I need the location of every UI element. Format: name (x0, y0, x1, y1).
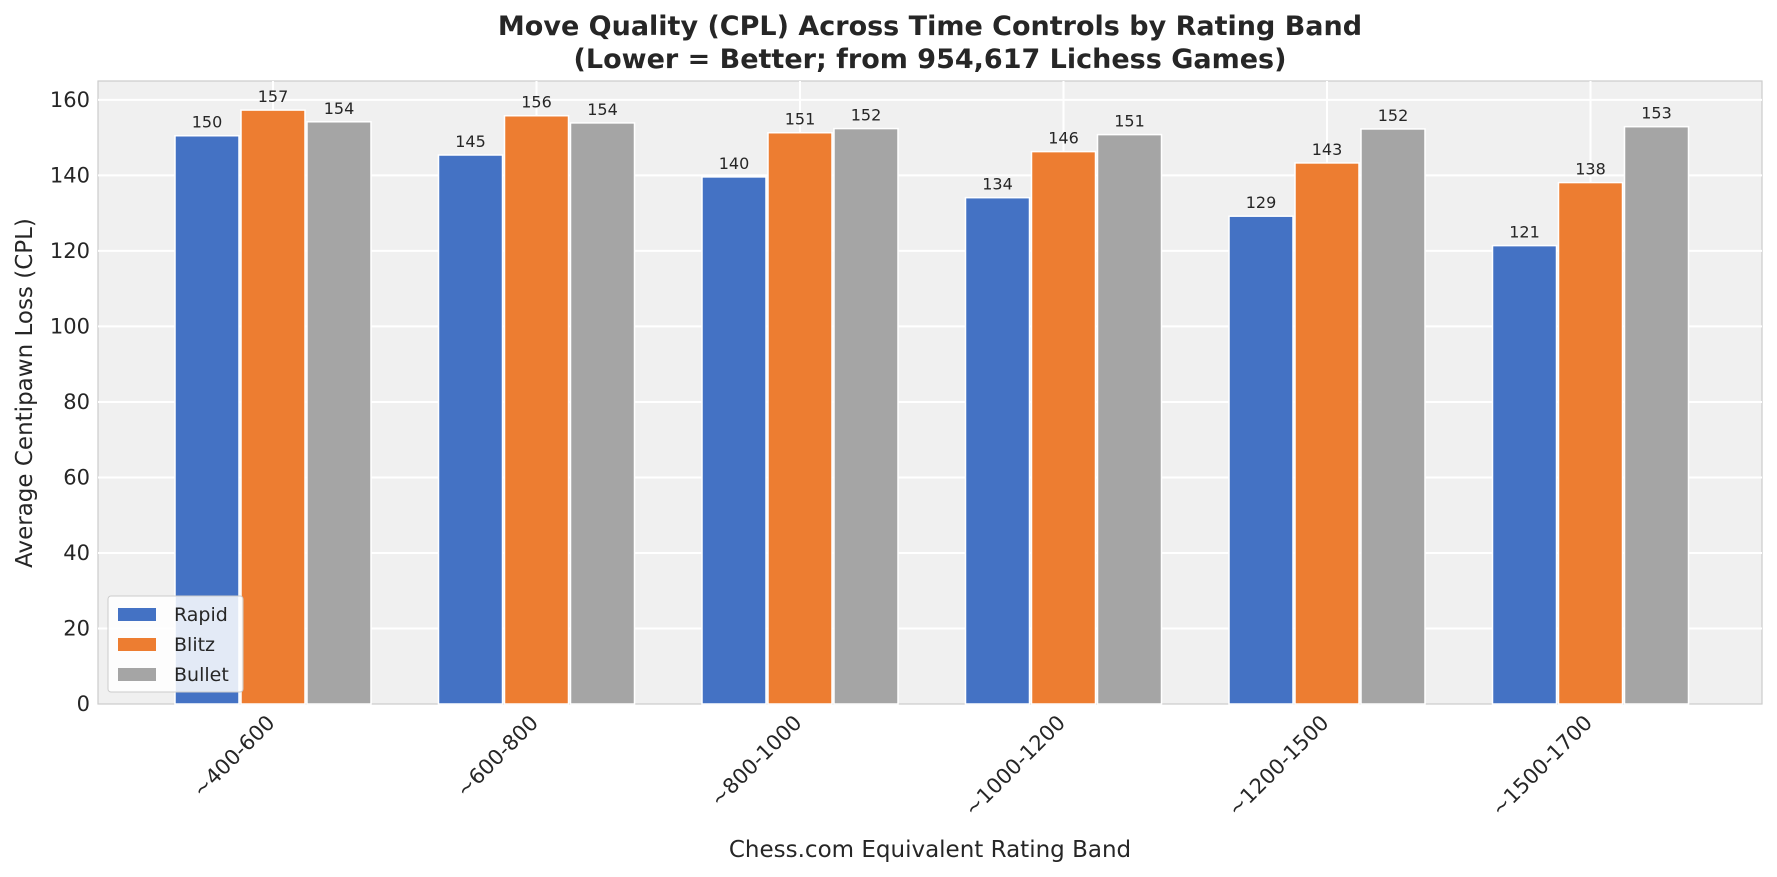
x-tick-label: ~1000-1200 (960, 711, 1070, 821)
x-tick-label: ~600-800 (452, 711, 543, 802)
bar-bullet (833, 127, 899, 705)
bar-value-label: 121 (1509, 223, 1540, 242)
legend-swatch-rapid (118, 608, 156, 621)
bar-value-label: 146 (1048, 129, 1079, 148)
bar-blitz (1557, 181, 1624, 705)
y-tick-label: 140 (50, 163, 90, 187)
bar-value-label: 154 (587, 100, 618, 119)
chart-title-line2: (Lower = Better; from 954,617 Lichess Ga… (574, 44, 1287, 75)
y-tick-label: 80 (63, 390, 90, 414)
x-tick-label: ~1500-1700 (1487, 711, 1597, 821)
y-tick-label: 40 (63, 541, 90, 565)
chart-title-line1: Move Quality (CPL) Across Time Controls … (498, 11, 1362, 42)
y-tick-label: 20 (63, 616, 90, 640)
bar-blitz (503, 114, 570, 705)
legend-label-blitz: Blitz (174, 634, 215, 656)
x-axis-label: Chess.com Equivalent Rating Band (729, 837, 1131, 863)
bar-bullet (1360, 128, 1426, 705)
legend-swatch-blitz (118, 638, 156, 651)
bar-blitz (240, 109, 306, 705)
bar-value-label: 154 (324, 99, 355, 118)
bar-rapid (701, 176, 767, 705)
bar-rapid (1491, 244, 1558, 705)
bars-group (174, 109, 1690, 705)
y-axis-label: Average Centipawn Loss (CPL) (12, 218, 38, 568)
bar-rapid (437, 154, 504, 705)
bar-value-label: 138 (1575, 160, 1606, 179)
bar-value-label: 129 (1246, 193, 1277, 212)
bar-value-label: 152 (1378, 106, 1409, 125)
x-axis-ticks: ~400-600 ~600-800 ~800-1000 ~1000-1200 ~1200… (188, 711, 1597, 821)
x-tick-label: ~400-600 (188, 711, 279, 802)
y-tick-label: 0 (77, 692, 90, 716)
bar-bullet (306, 121, 372, 705)
bar-value-label: 150 (192, 113, 223, 132)
bar-value-label: 157 (258, 87, 289, 106)
bar-bullet (569, 122, 636, 705)
legend-swatch-bullet (118, 668, 156, 681)
bar-value-label: 153 (1641, 104, 1672, 123)
y-tick-label: 160 (50, 88, 90, 112)
y-tick-label: 120 (50, 239, 90, 263)
bar-value-label: 145 (455, 132, 486, 151)
bar-rapid (1228, 215, 1294, 705)
bar-bullet (1096, 133, 1163, 705)
bar-value-label: 151 (1114, 112, 1145, 131)
bar-value-label: 151 (785, 110, 816, 129)
bar-blitz (1030, 150, 1097, 705)
legend-label-rapid: Rapid (174, 604, 228, 626)
bar-value-label: 152 (851, 106, 882, 125)
bar-blitz (1294, 162, 1360, 705)
legend: Rapid Blitz Bullet (107, 595, 244, 693)
legend-label-bullet: Bullet (174, 664, 229, 686)
y-axis-ticks: 0 20 40 60 80 100 120 140 160 (50, 88, 90, 716)
y-tick-label: 60 (63, 465, 90, 489)
bar-bullet (1623, 125, 1690, 705)
x-tick-label: ~800-1000 (706, 711, 807, 812)
bar-rapid (964, 196, 1031, 705)
bar-value-label: 134 (982, 175, 1013, 194)
bar-value-label: 143 (1312, 140, 1343, 159)
plot-area (97, 80, 1763, 705)
data-labels-group: 150 145 140 134 129 121 157 156 151 146 143 138 154 1… (192, 87, 1672, 242)
bar-blitz (767, 131, 833, 705)
x-tick-label: ~1200-1500 (1223, 711, 1333, 821)
y-tick-label: 100 (50, 314, 90, 338)
bar-value-label: 140 (719, 154, 750, 173)
bar-value-label: 156 (521, 93, 552, 112)
